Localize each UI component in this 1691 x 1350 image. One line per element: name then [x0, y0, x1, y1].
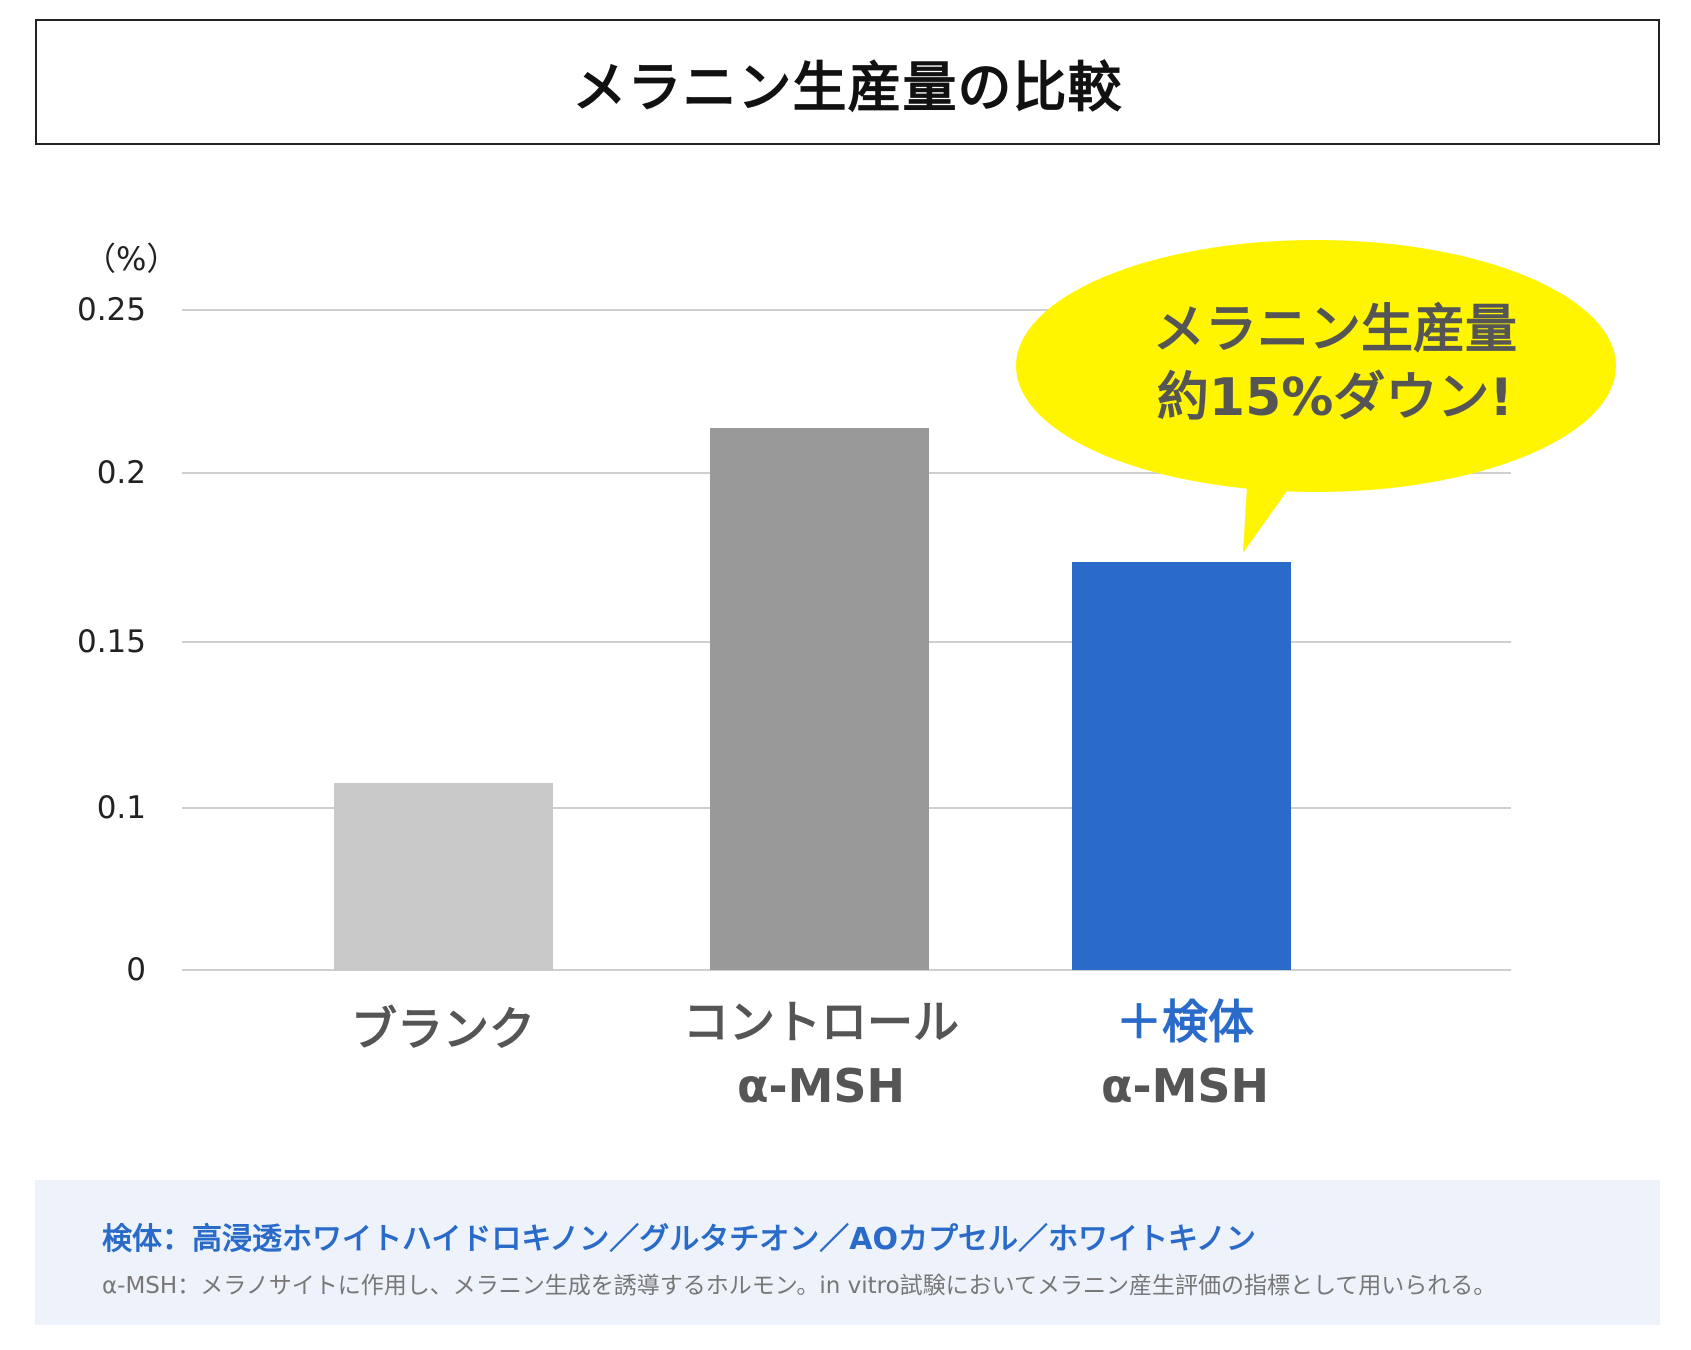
x-label-control: コントロール [683, 995, 959, 1049]
callout-line-1: メラニン生産量 [1152, 300, 1517, 360]
y-tick-label: 0.2 [96, 455, 146, 491]
x-label-blank: ブランク [351, 1002, 535, 1056]
footnote-sample: 検体：高浸透ホワイトハイドロキノン／グルタチオン／AOカプセル／ホワイトキノン [102, 1222, 1256, 1257]
footnote-box: 検体：高浸透ホワイトハイドロキノン／グルタチオン／AOカプセル／ホワイトキノン … [35, 1180, 1660, 1325]
y-tick-label: 0.25 [76, 292, 146, 328]
footnote-msh: α-MSH：メラノサイトに作用し、メラニン生成を誘導するホルモン。in vitr… [102, 1273, 1497, 1299]
y-axis-unit: （%） [84, 240, 179, 278]
y-tick-label: 0.1 [96, 790, 146, 826]
bar-blank [334, 783, 553, 971]
gridline [182, 309, 1511, 311]
baseline [182, 969, 1511, 971]
x-label-test: ＋検体 [1116, 995, 1254, 1049]
callout-line-2: 約15%ダウン! [1156, 368, 1514, 428]
bar-test [1072, 562, 1291, 970]
x-label-test-sub: α-MSH [1100, 1059, 1270, 1113]
x-label-control-sub: α-MSH [736, 1059, 906, 1113]
chart-title-box: メラニン生産量の比較 [35, 19, 1660, 145]
bar-control [710, 428, 929, 970]
chart-title: メラニン生産量の比較 [572, 55, 1123, 119]
y-tick-label: 0.15 [76, 624, 146, 660]
y-tick-label: 0 [126, 952, 146, 988]
